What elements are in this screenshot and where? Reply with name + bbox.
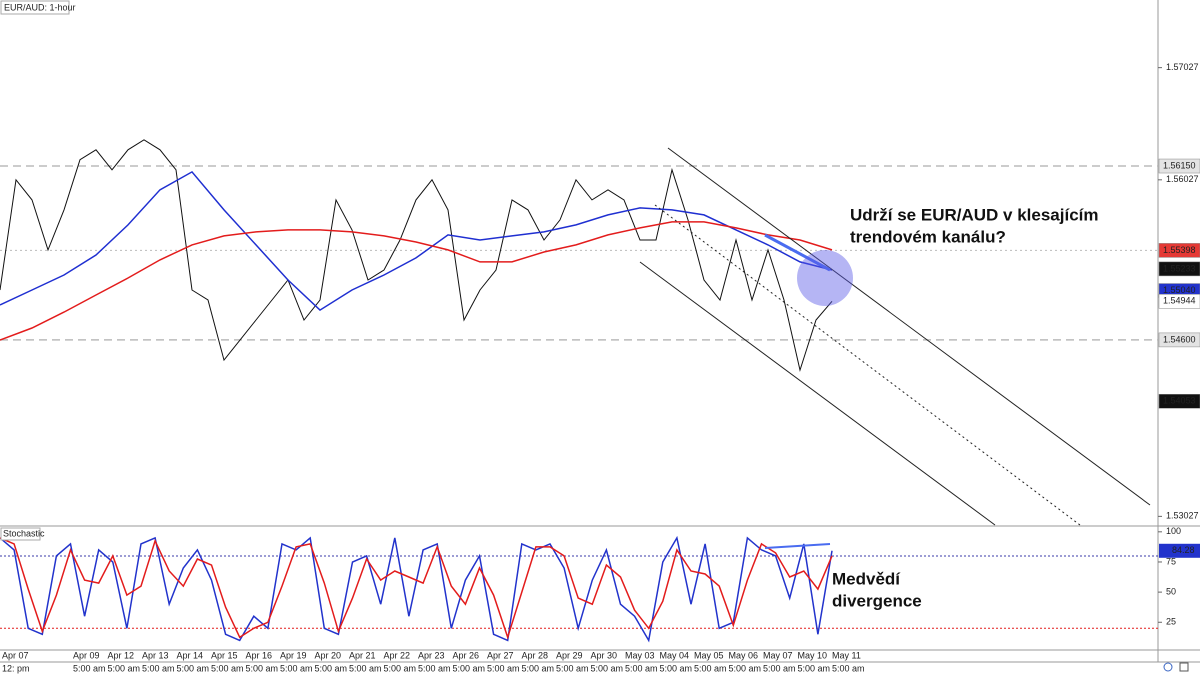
price-label: 1.54600 [1163, 334, 1196, 344]
x-tick-label: May 07 [763, 650, 793, 660]
x-tick-label: Apr 28 [522, 650, 549, 660]
x-tick-label: Apr 16 [246, 650, 273, 660]
x-tick-label: Apr 20 [315, 650, 342, 660]
x-tick-label: 5:00 am [763, 663, 796, 673]
x-tick-label: May 04 [660, 650, 690, 660]
price-label-box [1158, 243, 1200, 258]
series-line [0, 221, 833, 341]
annotation: trendovém kanálu? [850, 227, 1006, 246]
y-tick-label: 1.57027 [1166, 62, 1199, 72]
price-label: 1.55398 [1163, 245, 1196, 255]
x-tick-label: 5:00 am [418, 663, 451, 673]
x-tick-label: 5:00 am [384, 663, 417, 673]
series-line [0, 170, 833, 312]
x-tick-label: Apr 30 [591, 650, 618, 660]
x-tick-label: May 05 [694, 650, 724, 660]
x-tick-label: 5:00 am [280, 663, 313, 673]
icon[interactable] [1163, 662, 1173, 672]
x-tick-label: 5:00 am [246, 663, 279, 673]
series-line [0, 139, 833, 372]
x-tick-label: 5:00 am [694, 663, 727, 673]
x-tick-label: 5:00 am [73, 663, 106, 673]
price-label: 1.55040 [1163, 285, 1196, 295]
series-line [0, 535, 833, 643]
price-label-box [1158, 394, 1200, 409]
price-label: 1.54944 [1163, 296, 1196, 306]
marks: 1.57027 1.56027 1.53027 1.56150 1.55398 1.552… [0, 62, 1200, 673]
toolbar-icons[interactable] [1163, 662, 1189, 672]
x-tick-label: 5:00 am [798, 663, 831, 673]
x-tick-label: 5:00 am [349, 663, 382, 673]
x-tick-label: 5:00 am [832, 663, 865, 673]
price-label-box [1158, 158, 1200, 174]
x-tick-label: May 10 [798, 650, 828, 660]
x-tick-label: Apr 07 [2, 650, 29, 660]
x-tick-label: 5:00 am [315, 663, 348, 673]
y-tick-label: 50 [1166, 586, 1176, 596]
x-tick-label: Apr 22 [384, 650, 411, 660]
title-box [0, 527, 41, 541]
series-line [0, 537, 833, 640]
price-label-box [1158, 261, 1200, 277]
price-label: 1.54053 [1163, 396, 1196, 406]
y-tick-label: 1.53027 [1166, 511, 1199, 521]
x-tick-label: Apr 26 [453, 650, 480, 660]
x-tick-label: 5:00 am [487, 663, 520, 673]
divergence-line [764, 233, 831, 272]
x-tick-label: Apr 27 [487, 650, 514, 660]
x-tick-label: 5:00 am [556, 663, 589, 673]
y-tick-label: 75 [1166, 556, 1176, 566]
x-tick-label: May 06 [729, 650, 759, 660]
channel-line [639, 261, 996, 526]
x-tick-label: 5:00 am [660, 663, 693, 673]
x-tick-label: 5:00 am [108, 663, 141, 673]
y-tick-label: 100 [1166, 526, 1181, 536]
y-tick-label: 1.56027 [1166, 174, 1199, 184]
annotation: divergence [832, 591, 922, 610]
chart-title: EUR/AUD: 1-hour [4, 2, 76, 12]
divergence-line [764, 543, 831, 549]
price-label-box [1158, 332, 1200, 348]
annotation: Medvědí [832, 569, 901, 588]
x-tick-label: Apr 21 [349, 650, 376, 660]
x-tick-label: 5:00 am [453, 663, 486, 673]
price-label: 1.55233 [1163, 263, 1196, 273]
icon[interactable] [1179, 662, 1189, 672]
x-tick-label: May 11 [832, 650, 861, 660]
x-tick-label: Apr 14 [177, 650, 204, 660]
x-tick-label: Apr 19 [280, 650, 307, 660]
price-label-box [1158, 294, 1200, 309]
x-tick-label: 5:00 am [177, 663, 210, 673]
x-tick-label: Apr 29 [556, 650, 583, 660]
x-tick-label: Apr 23 [418, 650, 445, 660]
price-label: 1.56150 [1163, 160, 1196, 170]
value-label-box [1159, 543, 1200, 558]
annotation: Udrží se EUR/AUD v klesajícím [850, 205, 1098, 224]
y-tick-label: 25 [1166, 617, 1176, 627]
x-tick-label: 5:00 am [211, 663, 244, 673]
x-tick-label: May 03 [625, 650, 655, 660]
x-tick-label: 5:00 am [625, 663, 658, 673]
x-tick-label: Apr 13 [142, 650, 169, 660]
channel-mid [654, 204, 1081, 526]
value-label: 84.28 [1172, 545, 1195, 555]
title-box [0, 0, 70, 15]
highlight [797, 250, 853, 306]
x-tick-label: 5:00 am [591, 663, 624, 673]
x-tick-label: Apr 12 [108, 650, 135, 660]
x-tick-label: 12: pm [2, 663, 30, 673]
x-tick-label: 5:00 am [522, 663, 555, 673]
x-tick-label: 5:00 am [729, 663, 762, 673]
x-tick-label: Apr 09 [73, 650, 100, 660]
pane-title: Stochastic [3, 528, 45, 538]
x-tick-label: 5:00 am [142, 663, 175, 673]
x-tick-label: Apr 15 [211, 650, 238, 660]
channel-line [667, 147, 1151, 506]
